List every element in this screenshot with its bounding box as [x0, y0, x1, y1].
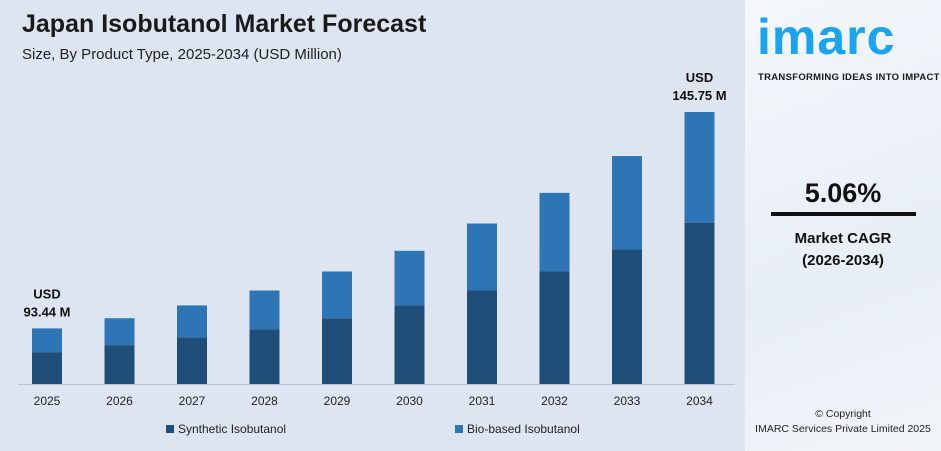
bar-synthetic-2029: [322, 318, 352, 384]
chart-panel: Japan Isobutanol Market Forecast Size, B…: [18, 10, 735, 436]
cagr-value: 5.06%: [804, 178, 882, 208]
x-tick-label: 2028: [251, 394, 278, 408]
bar-synthetic-2034: [684, 222, 715, 384]
x-tick-label: 2034: [686, 394, 713, 408]
data-label: USD: [686, 70, 713, 85]
chart-title: Japan Isobutanol Market Forecast: [22, 10, 427, 38]
legend-item-bio: Bio-based Isobutanol: [455, 422, 580, 436]
data-label: 93.44 M: [24, 304, 71, 319]
legend-label: Bio-based Isobutanol: [467, 422, 580, 436]
bar-bio-2026: [104, 318, 135, 346]
bar-synthetic-2033: [612, 249, 642, 384]
company-name: IMARC Services Private Limited 2025: [755, 423, 931, 435]
imarc-logo: imarc: [757, 9, 896, 65]
x-tick-label: 2029: [324, 394, 351, 408]
chart-subtitle: Size, By Product Type, 2025-2034 (USD Mi…: [22, 46, 342, 63]
data-label: 145.75 M: [672, 88, 726, 103]
logo-tagline: TRANSFORMING IDEAS INTO IMPACT: [758, 72, 940, 83]
bar-bio-2030: [394, 250, 425, 306]
bar-bio-2032: [539, 192, 570, 272]
legend-label: Synthetic Isobutanol: [178, 422, 287, 436]
bar-synthetic-2030: [394, 305, 425, 384]
bar-bio-2027: [177, 305, 207, 338]
x-tick-label: 2026: [106, 394, 133, 408]
x-tick-label: 2033: [614, 394, 641, 408]
x-tick-label: 2027: [179, 394, 206, 408]
bar-synthetic-2026: [104, 345, 135, 384]
copyright: © Copyright IMARC Services Private Limite…: [745, 407, 941, 437]
cagr-label: Market CAGR (2026-2034): [745, 228, 941, 272]
x-tick-label: 2031: [469, 394, 496, 408]
bar-bio-2029: [322, 271, 352, 319]
bar-synthetic-2027: [177, 337, 207, 384]
x-tick-label: 2032: [541, 394, 568, 408]
legend-swatch: [455, 425, 463, 433]
x-tick-label: 2025: [34, 394, 61, 408]
data-label: USD: [33, 286, 60, 301]
cagr-period: (2026-2034): [802, 252, 884, 269]
divider: [771, 212, 916, 216]
cagr-label-text: Market CAGR: [794, 230, 892, 247]
bar-synthetic-2028: [249, 329, 280, 384]
x-tick-label: 2030: [396, 394, 423, 408]
bar-bio-2025: [32, 328, 62, 353]
legend-swatch: [166, 425, 174, 433]
bar-synthetic-2031: [467, 290, 497, 384]
bar-bio-2033: [612, 156, 642, 250]
bar-bio-2034: [684, 112, 715, 223]
bar-synthetic-2032: [539, 271, 570, 384]
info-panel: imarc TRANSFORMING IDEAS INTO IMPACT 5.0…: [745, 0, 941, 451]
bar-bio-2028: [249, 290, 280, 330]
copyright-text: © Copyright: [815, 408, 871, 420]
bar-synthetic-2025: [32, 352, 62, 384]
bar-bio-2031: [467, 223, 497, 291]
legend-item-synthetic: Synthetic Isobutanol: [166, 422, 286, 436]
bar-chart: 2025 USD 93.44 M 2026 2027 2028 2029 2030 2031 20…: [18, 70, 735, 408]
